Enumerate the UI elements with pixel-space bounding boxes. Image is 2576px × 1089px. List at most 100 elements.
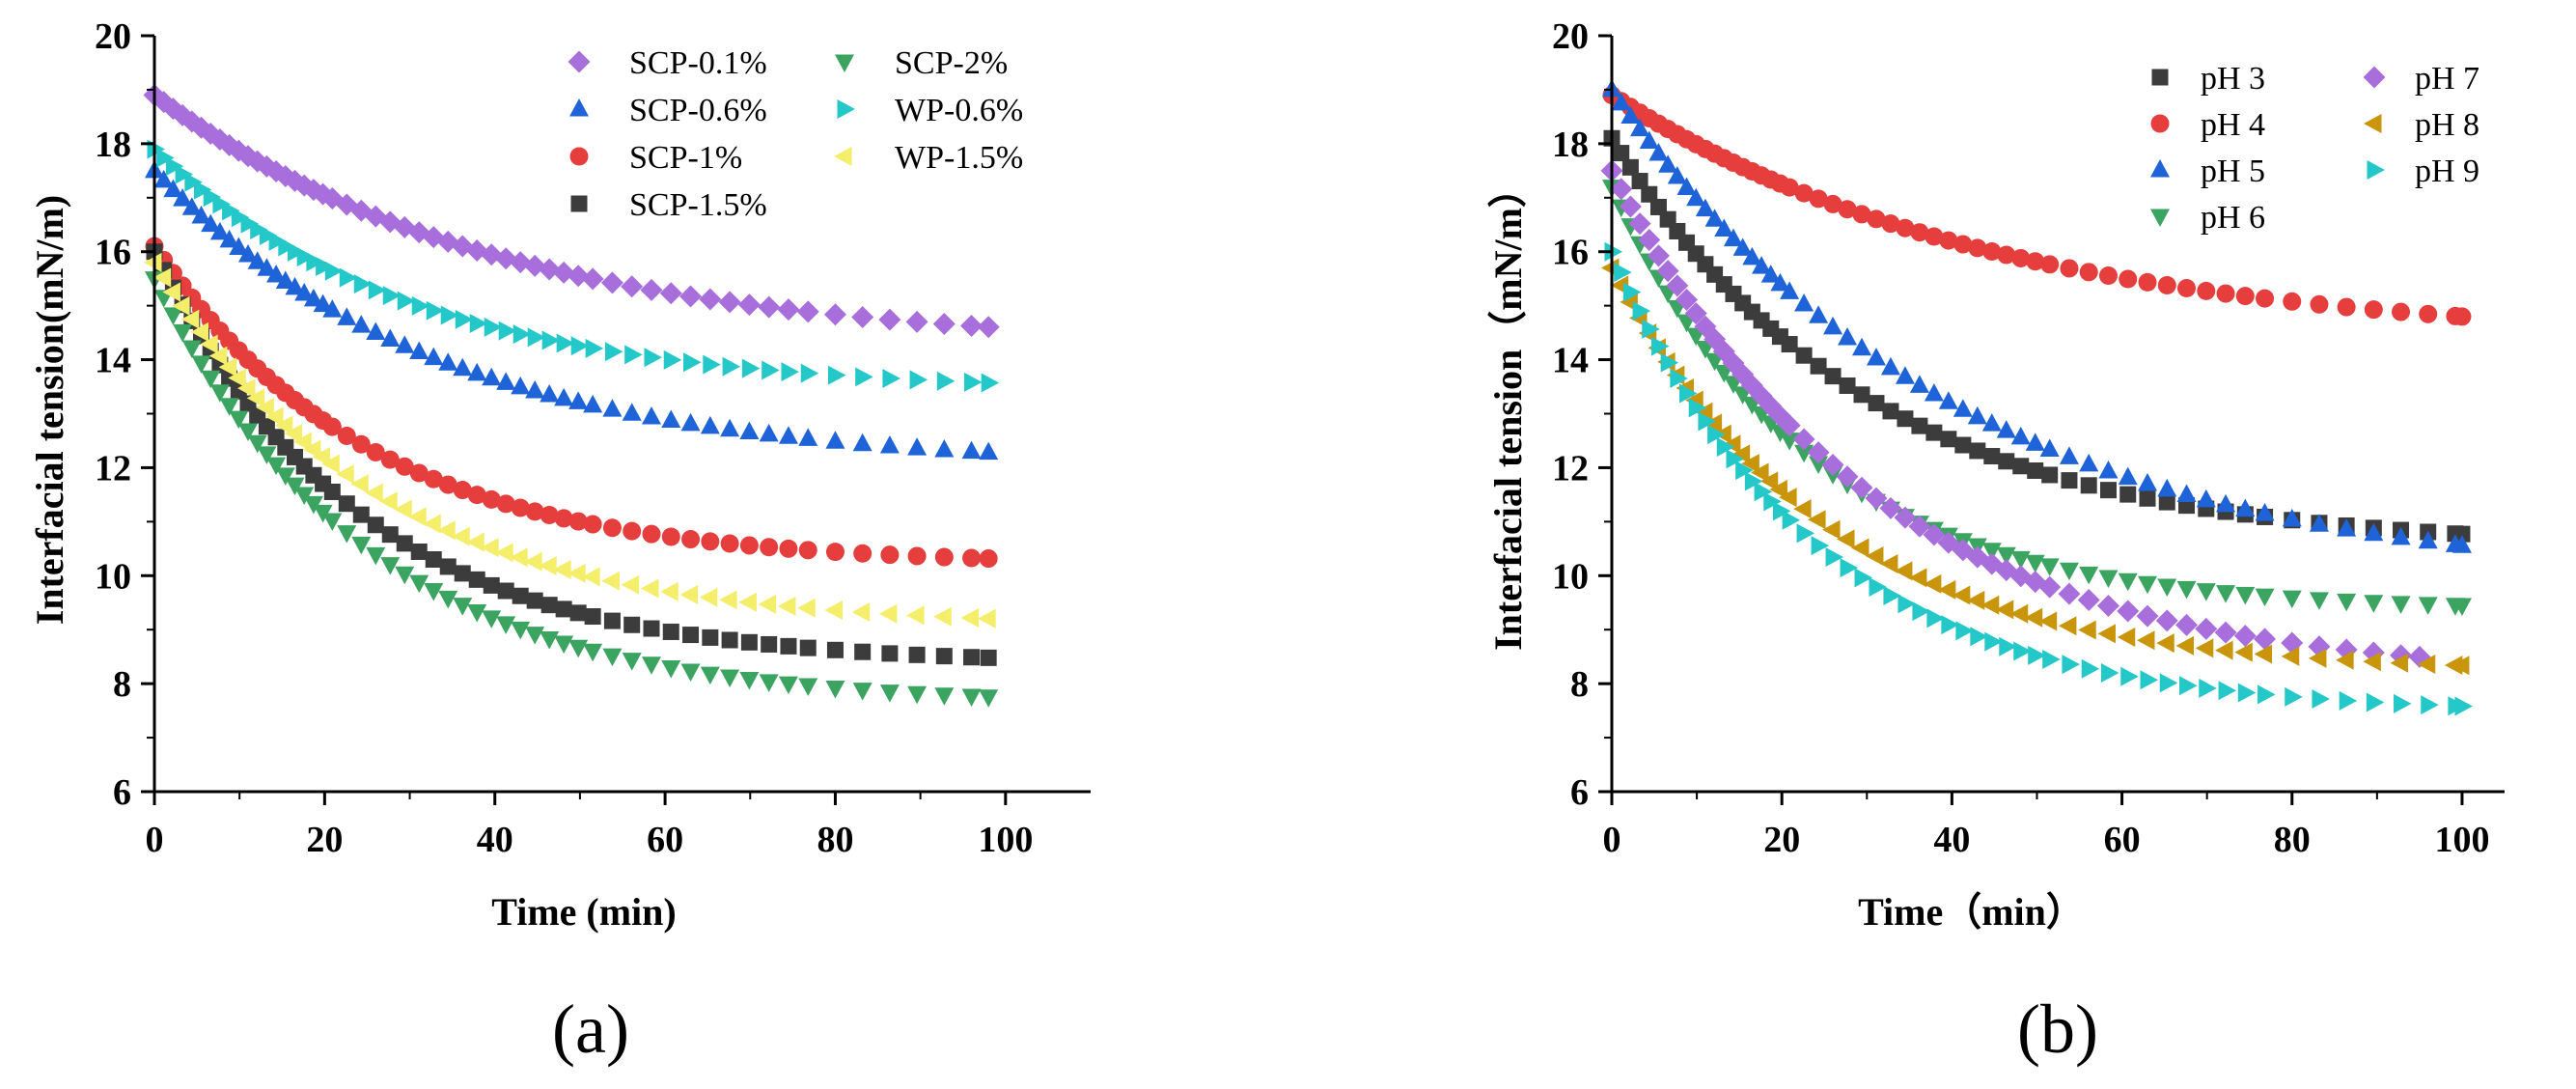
y-tick-label: 14	[95, 341, 131, 381]
x-tick-label: 0	[1603, 820, 1621, 860]
x-tick-label: 40	[1933, 820, 1970, 860]
data-point-ph-8	[1879, 554, 1898, 574]
data-point-wp-0-6	[165, 156, 184, 177]
data-point-scp-1	[409, 463, 429, 483]
data-point-wp-1-5	[660, 581, 679, 601]
data-point-scp-0-6	[961, 440, 982, 460]
y-tick-label: 20	[95, 16, 131, 57]
data-point-wp-0-6	[240, 213, 259, 234]
data-point-ph-7	[2117, 600, 2140, 623]
data-point-ph-9	[1726, 449, 1744, 469]
data-point-scp-1-5	[881, 645, 899, 662]
data-point-ph-4	[1925, 227, 1944, 246]
y-tick-label: 10	[1552, 556, 1589, 597]
data-point-scp-1	[453, 481, 472, 500]
data-point-scp-0-6	[453, 357, 473, 377]
y-tick-label: 6	[113, 772, 131, 813]
y-tick-label: 12	[1552, 448, 1589, 489]
data-point-ph-9	[1912, 601, 1930, 622]
data-point-scp-1	[720, 534, 739, 553]
data-point-scp-0-6	[661, 409, 681, 429]
data-point-scp-1-5	[425, 550, 442, 568]
data-point-scp-2	[852, 683, 873, 701]
data-point-ph-5	[2235, 498, 2256, 517]
data-point-wp-0-6	[800, 363, 819, 383]
data-point-wp-0-6	[722, 356, 741, 377]
x-tick-label: 60	[647, 820, 683, 860]
data-point-ph-9	[1754, 482, 1773, 502]
data-point-wp-0-6	[741, 358, 761, 378]
data-point-scp-1-5	[799, 639, 817, 656]
data-point-ph-3	[1882, 403, 1899, 420]
data-point-ph-8	[2038, 611, 2058, 631]
data-point-wp-0-6	[455, 309, 474, 329]
data-point-ph-6	[2098, 570, 2119, 588]
data-point-ph-6	[2451, 598, 2472, 616]
data-point-scp-0-6	[907, 437, 928, 456]
data-point-scp-0-6	[852, 433, 873, 452]
data-point-ph-8	[1822, 519, 1841, 540]
data-point-scp-1-5	[483, 576, 500, 594]
data-point-ph-6	[2176, 580, 2197, 600]
data-point-ph-3	[2080, 477, 2097, 494]
data-point-scp-2	[424, 583, 444, 601]
legend-label-ph-9: pH 9	[2415, 154, 2479, 189]
data-point-scp-0-1	[851, 306, 874, 329]
data-point-wp-0-6	[663, 349, 682, 370]
data-point-ph-7	[1836, 465, 1859, 489]
data-point-scp-0-6	[482, 367, 502, 386]
data-point-ph-3	[2061, 472, 2078, 489]
data-point-wp-1-5	[237, 378, 256, 399]
data-point-ph-7	[1638, 229, 1661, 252]
data-point-wp-0-6	[411, 295, 430, 316]
data-point-ph-3	[2139, 489, 2156, 507]
data-point-scp-0-1	[538, 258, 561, 281]
legend-marker-ph-5	[2150, 159, 2170, 178]
data-point-ph-5	[1953, 399, 1973, 417]
data-point-ph-7	[1850, 476, 1873, 499]
data-point-ph-8	[1751, 462, 1769, 483]
data-point-scp-1	[880, 545, 900, 565]
data-point-ph-4	[1809, 189, 1828, 209]
data-point-ph-7	[1908, 515, 1931, 538]
data-point-scp-1	[798, 541, 817, 560]
data-point-scp-1-5	[410, 543, 428, 560]
data-point-scp-0-1	[621, 275, 644, 298]
data-point-scp-2	[641, 656, 661, 675]
data-point-wp-1-5	[423, 514, 441, 534]
data-point-scp-0-1	[932, 313, 956, 336]
data-point-wp-0-6	[855, 367, 873, 387]
data-point-wp-0-6	[288, 241, 306, 262]
data-point-scp-0-6	[209, 221, 230, 240]
data-point-ph-5	[1866, 348, 1886, 366]
y-tick-label: 8	[113, 664, 131, 705]
data-point-ph-5	[1996, 420, 2016, 438]
data-point-wp-1-5	[180, 309, 200, 329]
data-point-ph-6	[2059, 562, 2079, 581]
legend-marker-ph-7	[2363, 66, 2386, 89]
data-point-ph-4	[2060, 259, 2079, 278]
data-point-ph-9	[2013, 641, 2032, 661]
data-point-ph-8	[2363, 652, 2381, 672]
data-point-wp-0-6	[368, 280, 387, 300]
data-point-ph-7	[1684, 302, 1707, 325]
data-point-ph-7	[2136, 604, 2159, 628]
data-point-ph-3	[1897, 410, 1914, 428]
data-point-ph-5	[2079, 453, 2099, 472]
data-point-ph-6	[2039, 558, 2060, 576]
data-point-ph-9	[1670, 368, 1688, 388]
data-point-wp-1-5	[336, 464, 354, 485]
data-point-wp-0-6	[397, 291, 416, 311]
data-point-scp-1	[380, 450, 400, 469]
x-tick-label: 60	[2104, 820, 2141, 860]
data-point-wp-0-6	[222, 201, 240, 221]
data-point-ph-5	[1732, 237, 1753, 256]
data-point-scp-1	[424, 469, 443, 489]
data-point-wp-1-5	[758, 594, 777, 614]
data-point-ph-7	[1610, 178, 1633, 201]
data-point-ph-5	[1794, 293, 1814, 312]
data-point-ph-9	[2285, 686, 2303, 707]
data-point-ph-5	[1667, 166, 1687, 184]
y-tick-label: 20	[1552, 16, 1589, 57]
